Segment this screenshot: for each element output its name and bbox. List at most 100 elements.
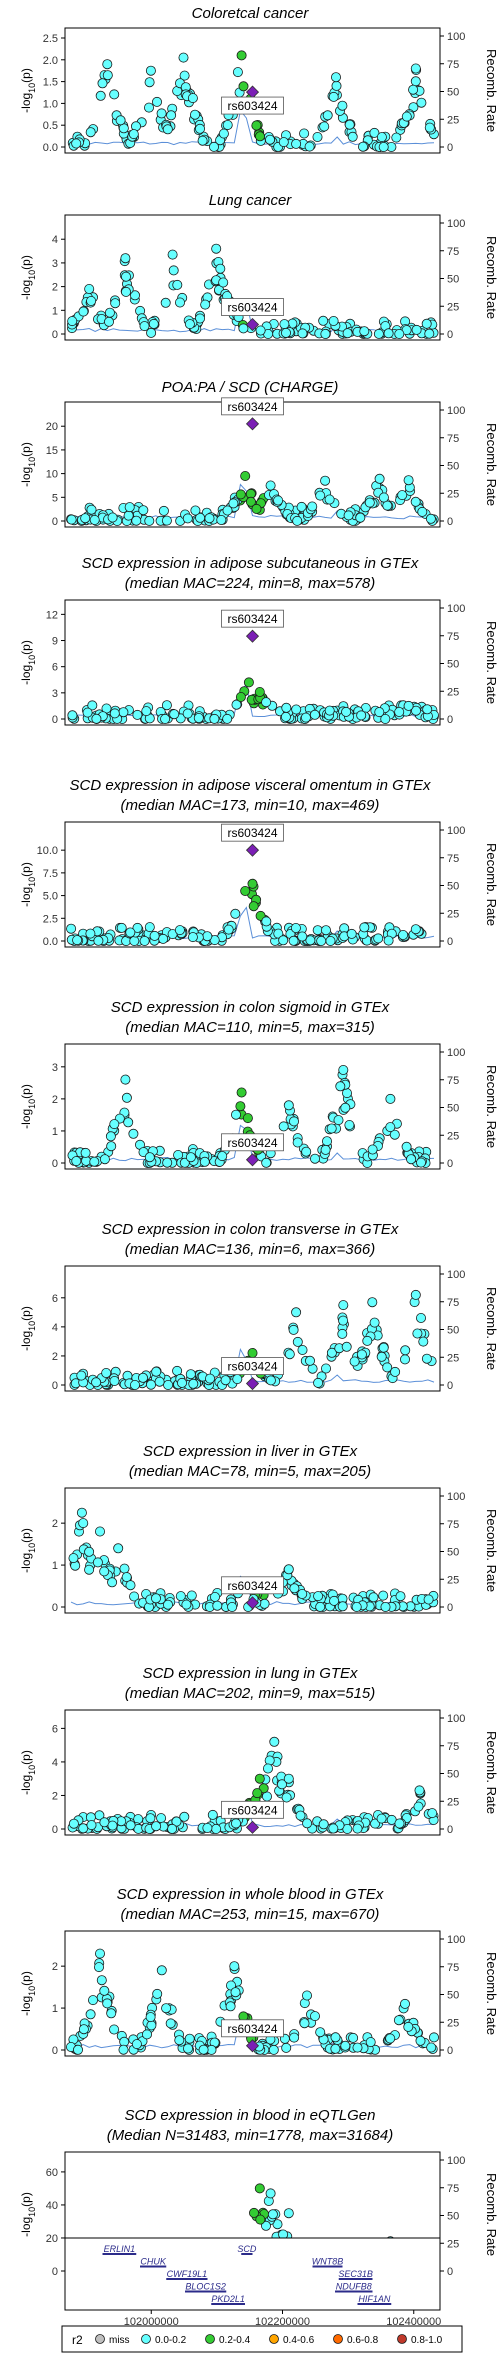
- snp-point: [337, 1328, 348, 1339]
- snp-point: [132, 922, 143, 933]
- snp-point: [262, 1763, 273, 1774]
- snp-point: [349, 1356, 360, 1367]
- snp-point: [352, 1823, 363, 1834]
- panel-3: POA:PA / SCD (CHARGE) 0 5 10 15 20 0 25 50 75 100 -…: [19, 379, 499, 528]
- rr-tick-label: 50: [447, 1547, 459, 1559]
- gene-label: SCD: [237, 2244, 257, 2254]
- gene-label: PKD2L1: [211, 2294, 245, 2304]
- rr-tick-label: 100: [447, 2155, 465, 2167]
- snp-point: [410, 924, 421, 935]
- snp-point: [92, 1557, 103, 1568]
- snp-point: [340, 2040, 351, 2051]
- y-tick-label: 10.0: [37, 845, 58, 857]
- lead-snp-label: rs603424: [227, 99, 277, 113]
- snp-point: [109, 708, 120, 719]
- snp-point: [121, 1572, 132, 1583]
- legend-swatch: [205, 2334, 215, 2344]
- snp-point: [176, 1377, 187, 1388]
- y-tick-label: 12: [46, 609, 58, 621]
- snp-point: [199, 1156, 210, 1167]
- snp-point: [182, 513, 193, 524]
- snp-point: [289, 1583, 300, 1594]
- snp-point: [389, 1129, 400, 1140]
- snp-point: [185, 1369, 196, 1380]
- snp-point: [421, 318, 432, 329]
- snp-point: [80, 513, 91, 524]
- snp-point: [218, 128, 229, 139]
- gene-label: NDUFB8: [336, 2282, 372, 2292]
- snp-point: [160, 297, 171, 308]
- snp-point: [174, 925, 185, 936]
- snp-point: [225, 2001, 236, 2012]
- snp-point: [175, 1591, 186, 1602]
- snp-point: [309, 709, 320, 720]
- snp-point: [99, 1566, 110, 1577]
- snp-point: [415, 2035, 426, 2046]
- y-tick-label: 6: [52, 1723, 58, 1735]
- snp-point: [86, 1820, 97, 1831]
- snp-point: [369, 1317, 380, 1328]
- snp-point: [194, 123, 205, 134]
- snp-point: [324, 494, 335, 505]
- snp-point: [299, 128, 310, 139]
- snp-point: [248, 901, 259, 912]
- snp-point: [222, 120, 233, 131]
- snp-point: [76, 1507, 87, 1518]
- snp-point: [296, 501, 307, 512]
- lead-snp-label-box: [221, 298, 284, 316]
- rr-tick-label: 75: [447, 246, 459, 258]
- snp-point: [236, 1087, 247, 1098]
- snp-point: [373, 328, 384, 339]
- snp-point: [109, 2024, 120, 2035]
- legend-frame: [61, 2325, 463, 2353]
- snp-point: [378, 492, 389, 503]
- y-tick-label: 0: [52, 329, 58, 341]
- lead-snp-marker: [245, 629, 260, 643]
- snp-point: [95, 1526, 106, 1537]
- snp-point: [284, 1349, 295, 1360]
- snp-point: [329, 1595, 340, 1606]
- snp-point: [408, 84, 419, 95]
- snp-point: [393, 2015, 404, 2026]
- snp-point: [212, 1600, 223, 1611]
- snp-point: [247, 878, 258, 889]
- panel-title: Coloretcal cancer: [192, 5, 310, 22]
- snp-point: [102, 1998, 113, 2009]
- snp-point: [107, 512, 118, 523]
- snp-point: [162, 124, 173, 135]
- legend-swatch: [95, 2334, 105, 2344]
- snp-point: [144, 922, 155, 933]
- snp-point: [189, 109, 200, 120]
- y-tick-label: 60: [46, 2167, 58, 2179]
- snp-point: [145, 1813, 156, 1824]
- snp-point: [106, 1141, 117, 1152]
- snp-point: [261, 1157, 272, 1168]
- snp-point: [295, 1810, 306, 1821]
- snp-point: [125, 927, 136, 938]
- snp-point: [144, 515, 155, 526]
- snp-point: [207, 1809, 218, 1820]
- snp-point: [152, 1988, 163, 1999]
- snp-point: [238, 81, 249, 92]
- snp-point: [254, 2183, 265, 2194]
- panel-title: SCD expression in colon transverse in GT…: [102, 1221, 399, 1238]
- y-tick-label: 2.5: [43, 33, 58, 45]
- x-tick-label: 102200000: [255, 2316, 310, 2328]
- snp-point: [273, 495, 284, 506]
- snp-point: [376, 1813, 387, 1824]
- snp-point: [281, 1792, 292, 1803]
- snp-point: [356, 1349, 367, 1360]
- snp-point: [356, 710, 367, 721]
- snp-point: [129, 1591, 140, 1602]
- y-tick-label: 40: [46, 2200, 58, 2212]
- snp-point: [198, 2044, 209, 2055]
- snp-point: [307, 501, 318, 512]
- snp-point: [78, 2024, 89, 2035]
- snp-point: [229, 1961, 240, 1972]
- snp-point: [202, 931, 213, 942]
- snp-point: [138, 505, 149, 516]
- snp-point: [254, 1773, 265, 1784]
- snp-point: [217, 1151, 228, 1162]
- panel-subtitle: (median MAC=136, min=6, max=366): [125, 1241, 376, 1258]
